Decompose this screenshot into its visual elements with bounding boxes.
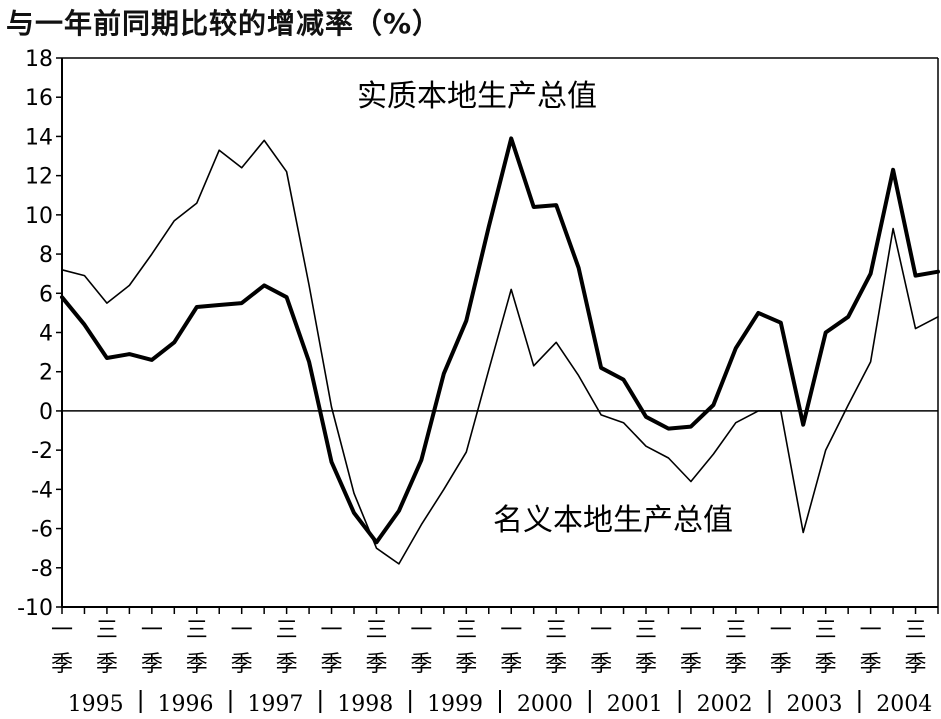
x-tick-label-season-char: 季 <box>905 652 927 677</box>
x-tick-label-season-char: 季 <box>186 652 208 677</box>
chart-title: 与一年前同期比较的增减率（%） <box>6 7 442 40</box>
y-tick-label: -4 <box>31 478 53 503</box>
x-tick-label-quarter-char: 三 <box>276 618 298 643</box>
x-tick-label-quarter-char: 三 <box>905 618 927 643</box>
year-label: 1998 <box>337 692 393 717</box>
x-tick-label-season-char: 季 <box>590 652 612 677</box>
x-tick-label-quarter-char: 三 <box>186 618 208 643</box>
x-tick-label-quarter-char: 三 <box>365 618 387 643</box>
x-tick-label-season-char: 季 <box>860 652 882 677</box>
x-axis-ticks: 一季三季一季三季一季三季一季三季一季三季一季三季一季三季一季三季一季三季一季三季… <box>51 607 939 717</box>
x-tick-label-quarter-char: 一 <box>500 618 522 643</box>
x-tick-label-season-char: 季 <box>365 652 387 677</box>
x-tick-label-season-char: 季 <box>410 652 432 677</box>
y-tick-label: -10 <box>17 596 53 621</box>
x-tick-label-quarter-char: 三 <box>455 618 477 643</box>
year-label: 1996 <box>158 692 214 717</box>
year-label: 2000 <box>517 692 573 717</box>
y-tick-label: 18 <box>25 47 53 72</box>
y-tick-label: 2 <box>39 361 53 386</box>
x-tick-label-season-char: 季 <box>545 652 567 677</box>
x-tick-label-season-char: 季 <box>770 652 792 677</box>
y-tick-label: 12 <box>25 165 53 190</box>
x-tick-label-quarter-char: 三 <box>815 618 837 643</box>
year-label: 2003 <box>786 692 842 717</box>
x-tick-label-season-char: 季 <box>321 652 343 677</box>
x-tick-label-quarter-char: 三 <box>545 618 567 643</box>
year-label: 2002 <box>697 692 753 717</box>
series-label-real-gdp: 实质本地生产总值 <box>357 79 597 114</box>
year-label: 2004 <box>876 692 932 717</box>
y-tick-label: 6 <box>39 282 53 307</box>
x-tick-label-quarter-char: 三 <box>725 618 747 643</box>
x-tick-label-quarter-char: 一 <box>770 618 792 643</box>
y-tick-label: 10 <box>25 204 53 229</box>
x-tick-label-quarter-char: 一 <box>141 618 163 643</box>
y-tick-label: 8 <box>39 243 53 268</box>
y-tick-label: -8 <box>31 557 53 582</box>
y-tick-label: -2 <box>31 439 53 464</box>
x-tick-label-quarter-char: 一 <box>231 618 253 643</box>
x-tick-label-season-char: 季 <box>455 652 477 677</box>
x-tick-label-quarter-char: 一 <box>410 618 432 643</box>
series-label-nominal-gdp: 名义本地生产总值 <box>493 503 733 538</box>
x-tick-label-quarter-char: 一 <box>680 618 702 643</box>
y-tick-label: 14 <box>25 125 53 150</box>
x-tick-label-season-char: 季 <box>231 652 253 677</box>
x-tick-label-quarter-char: 一 <box>51 618 73 643</box>
y-tick-label: 4 <box>39 322 53 347</box>
series-line-nominal-gdp <box>61 139 939 565</box>
x-tick-label-season-char: 季 <box>815 652 837 677</box>
x-tick-label-quarter-char: 一 <box>321 618 343 643</box>
x-tick-label-quarter-char: 一 <box>590 618 612 643</box>
x-tick-label-season-char: 季 <box>635 652 657 677</box>
year-label: 1995 <box>68 692 124 717</box>
year-label: 2001 <box>607 692 663 717</box>
x-tick-label-season-char: 季 <box>725 652 747 677</box>
y-axis-ticks: 18 16 14 12 10 8 6 4 2 0 -2 -4 -6 -8 -10 <box>17 47 62 621</box>
x-tick-label-quarter-char: 三 <box>96 618 118 643</box>
y-tick-label: 16 <box>25 86 53 111</box>
series-line-real-gdp <box>60 136 940 545</box>
x-tick-label-season-char: 季 <box>96 652 118 677</box>
x-tick-label-season-char: 季 <box>680 652 702 677</box>
year-label: 1997 <box>247 692 303 717</box>
series-group <box>60 136 940 565</box>
y-tick-label: 0 <box>39 400 53 425</box>
axes <box>61 57 939 608</box>
y-tick-label: -6 <box>31 518 53 543</box>
x-tick-label-season-char: 季 <box>276 652 298 677</box>
x-tick-label-season-char: 季 <box>141 652 163 677</box>
x-tick-label-quarter-char: 一 <box>860 618 882 643</box>
year-label: 1999 <box>427 692 483 717</box>
x-tick-label-quarter-char: 三 <box>635 618 657 643</box>
x-tick-label-season-char: 季 <box>51 652 73 677</box>
x-tick-label-season-char: 季 <box>500 652 522 677</box>
